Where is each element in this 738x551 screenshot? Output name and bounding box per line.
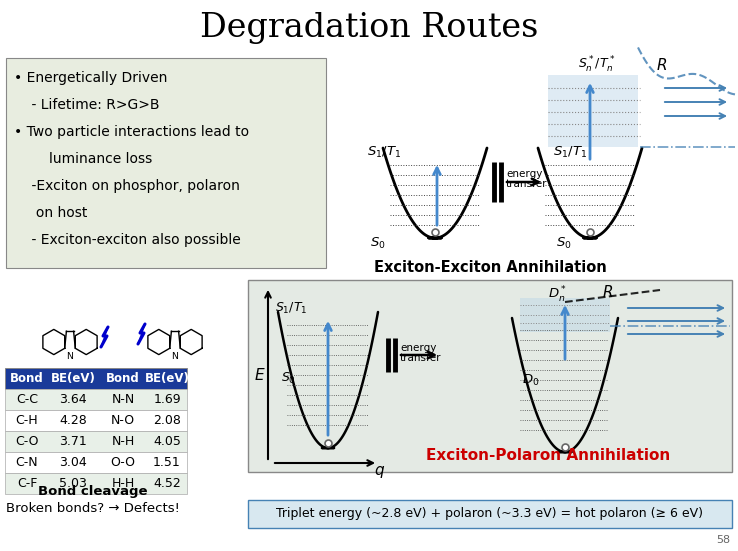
Text: N: N (66, 352, 74, 361)
Text: $S_1 / T_1$: $S_1 / T_1$ (553, 144, 587, 160)
Text: transfer: transfer (400, 353, 441, 363)
Text: $D_0$: $D_0$ (522, 372, 539, 387)
Bar (248, 280, 732, 472)
Text: 4.52: 4.52 (153, 477, 181, 490)
Text: $S_1 / T_1$: $S_1 / T_1$ (275, 300, 308, 316)
Text: $R$: $R$ (602, 284, 613, 300)
Bar (5, 473, 187, 494)
Text: $S_0$: $S_0$ (281, 370, 296, 386)
Bar (5, 368, 187, 389)
Text: Exciton-Polaron Annihilation: Exciton-Polaron Annihilation (426, 449, 670, 463)
Text: $E$: $E$ (254, 367, 266, 383)
Bar (5, 452, 187, 473)
Text: Triplet energy (~2.8 eV) + polaron (~3.3 eV) = hot polaron (≥ 6 eV): Triplet energy (~2.8 eV) + polaron (~3.3… (277, 507, 703, 521)
Text: 1.69: 1.69 (154, 393, 181, 406)
Text: 58: 58 (716, 535, 730, 545)
Text: 5.03: 5.03 (59, 477, 87, 490)
Text: energy: energy (506, 169, 542, 179)
Text: $S_1 / T_1$: $S_1 / T_1$ (367, 144, 401, 160)
Bar (520, 298, 610, 332)
Text: Bond: Bond (106, 372, 140, 385)
Text: H-H: H-H (111, 477, 134, 490)
Text: Degradation Routes: Degradation Routes (200, 12, 538, 44)
Text: luminance loss: luminance loss (14, 152, 152, 166)
Text: 2.08: 2.08 (153, 414, 181, 427)
Text: Bond cleavage: Bond cleavage (38, 485, 148, 499)
Text: transfer: transfer (506, 179, 548, 189)
Text: $S_n^* / T_n^*$: $S_n^* / T_n^*$ (578, 55, 615, 75)
Text: BE(eV): BE(eV) (145, 372, 190, 385)
Text: N-H: N-H (111, 435, 134, 448)
Text: Exciton-Exciton Annihilation: Exciton-Exciton Annihilation (373, 261, 607, 276)
Text: C-O: C-O (15, 435, 39, 448)
Text: $q$: $q$ (374, 464, 385, 480)
Bar (6, 58, 326, 268)
Text: 3.71: 3.71 (59, 435, 87, 448)
Text: BE(eV): BE(eV) (51, 372, 95, 385)
Text: Bond: Bond (10, 372, 44, 385)
Text: $D_n^*$: $D_n^*$ (548, 285, 567, 305)
Text: C-C: C-C (16, 393, 38, 406)
Text: N-N: N-N (111, 393, 134, 406)
Text: • Energetically Driven: • Energetically Driven (14, 71, 168, 85)
Text: O-O: O-O (111, 456, 136, 469)
Text: C-H: C-H (15, 414, 38, 427)
Text: C-F: C-F (17, 477, 37, 490)
Polygon shape (101, 327, 108, 347)
Text: 4.05: 4.05 (153, 435, 181, 448)
Text: N-O: N-O (111, 414, 135, 427)
Text: energy: energy (400, 343, 436, 353)
Text: 1.51: 1.51 (153, 456, 181, 469)
Text: 3.64: 3.64 (59, 393, 87, 406)
Text: C-N: C-N (15, 456, 38, 469)
Bar (548, 75, 638, 147)
Text: -Exciton on phosphor, polaron: -Exciton on phosphor, polaron (14, 179, 240, 193)
Bar (5, 431, 187, 452)
Bar (248, 500, 732, 528)
Bar (5, 410, 187, 431)
Text: $S_0$: $S_0$ (370, 235, 386, 251)
Text: - Lifetime: R>G>B: - Lifetime: R>G>B (14, 98, 159, 112)
Bar (5, 389, 187, 410)
Text: 4.28: 4.28 (59, 414, 87, 427)
Text: Broken bonds? → Defects!: Broken bonds? → Defects! (6, 501, 180, 515)
Polygon shape (138, 324, 145, 344)
Text: - Exciton-exciton also possible: - Exciton-exciton also possible (14, 233, 241, 247)
Text: on host: on host (14, 206, 87, 220)
Text: 3.04: 3.04 (59, 456, 87, 469)
Text: N: N (171, 352, 179, 361)
Text: $R$: $R$ (656, 57, 668, 73)
Text: $S_0$: $S_0$ (556, 235, 572, 251)
Text: • Two particle interactions lead to: • Two particle interactions lead to (14, 125, 249, 139)
